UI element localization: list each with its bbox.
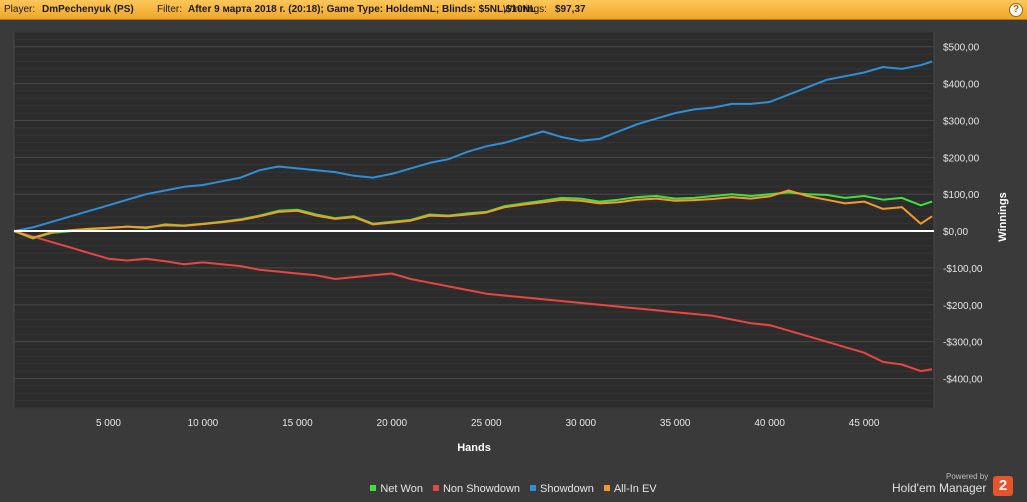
y-tick-label: -$400,00 — [943, 375, 983, 386]
legend-label: Non Showdown — [442, 483, 521, 495]
y-tick-label: -$200,00 — [943, 301, 983, 312]
series-lines — [13, 60, 933, 373]
y-tick-label: -$300,00 — [943, 338, 983, 349]
legend: Net Won Non Showdown Showdown All-In EV — [0, 483, 1027, 495]
legend-swatch-icon — [370, 485, 377, 492]
filter-value: After 9 марта 2018 г. (20:18); Game Type… — [188, 4, 536, 15]
x-tick-label: 25 000 — [471, 418, 502, 429]
help-icon[interactable]: ? — [1009, 3, 1023, 17]
legend-label: All-In EV — [613, 483, 657, 495]
header-bar: Player: DmPechenyuk (PS) Filter: After 9… — [0, 0, 1027, 20]
y-tick-label: $400,00 — [943, 80, 980, 91]
player-label: Player: — [4, 4, 36, 15]
x-axis-label: Hands — [457, 442, 491, 454]
series-line-showdown — [13, 60, 933, 233]
x-tick-label: 45 000 — [849, 418, 880, 429]
x-tick-label: 20 000 — [377, 418, 408, 429]
x-tick-label: 5 000 — [96, 418, 121, 429]
y-tick-label: $200,00 — [943, 153, 980, 164]
minor-gridlines — [14, 31, 934, 409]
legend-label: Net Won — [380, 483, 423, 495]
filter-label: Filter: — [157, 4, 182, 15]
powered-by-text: Powered by — [946, 472, 989, 481]
x-tick-label: 30 000 — [565, 418, 596, 429]
winnings-chart: 5 000 10 000 15 000 20 000 25 000 30 000 35 00… — [13, 31, 1009, 454]
x-tick-label: 15 000 — [282, 418, 313, 429]
hm2-badge-icon: 2 — [993, 476, 1013, 496]
x-tick-label: 10 000 — [188, 418, 219, 429]
legend-swatch-icon — [530, 485, 537, 492]
x-tick-label: 40 000 — [754, 418, 785, 429]
legend-swatch-icon — [603, 485, 610, 492]
legend-label: Showdown — [540, 483, 594, 495]
winnings-value: $97,37 — [555, 4, 586, 15]
series-line-all-in-ev — [13, 189, 933, 239]
y-tick-label: -$100,00 — [943, 264, 983, 275]
x-axis-ticks: 5 000 10 000 15 000 20 000 25 000 30 000 35 00… — [96, 418, 880, 429]
winnings-label: Winnings: — [503, 4, 547, 15]
legend-item[interactable]: Non Showdown — [432, 483, 521, 495]
legend-item[interactable]: All-In EV — [603, 483, 657, 495]
legend-item[interactable]: Showdown — [530, 483, 594, 495]
y-tick-label: $500,00 — [943, 43, 980, 54]
y-axis-label: Winnings — [997, 192, 1009, 241]
series-line-non-showdown — [13, 230, 933, 373]
legend-item[interactable]: Net Won — [370, 483, 423, 495]
x-tick-label: 35 000 — [660, 418, 691, 429]
y-tick-label: $0,00 — [943, 227, 968, 238]
legend-swatch-icon — [432, 485, 439, 492]
holdem-manager-logo: Hold'em Manager — [892, 481, 987, 495]
y-tick-label: $300,00 — [943, 116, 980, 127]
y-axis-ticks: $500,00 $400,00 $300,00 $200,00 $100,00 $0,00… — [943, 43, 983, 386]
plot-area — [13, 31, 935, 409]
player-value: DmPechenyuk (PS) — [42, 4, 134, 15]
y-tick-label: $100,00 — [943, 190, 980, 201]
